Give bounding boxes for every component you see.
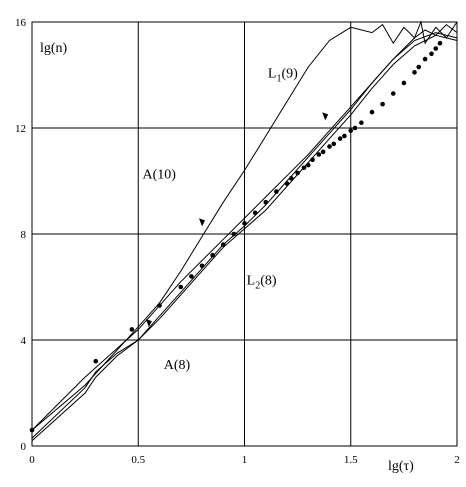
data-point [93, 358, 99, 364]
data-point [342, 133, 347, 139]
plot-frame [31, 21, 458, 447]
arrow-marker [145, 319, 152, 328]
y-axis-label: lg(n) [40, 41, 68, 56]
data-point [390, 91, 396, 96]
data-point [422, 56, 428, 62]
y-tick-label: 0 [21, 441, 27, 453]
data-point [189, 274, 194, 279]
data-point [348, 128, 354, 133]
data-point [252, 210, 258, 216]
data-point [301, 165, 307, 171]
x-tick-label: 0 [29, 454, 35, 466]
data-point [129, 327, 135, 332]
data-point [199, 263, 205, 269]
data-point [310, 157, 315, 163]
y-tick-label: 8 [21, 229, 27, 241]
curve-label: L2(8) [247, 273, 277, 291]
y-tick-label: 12 [15, 123, 26, 135]
series-line-L2-8 [31, 34, 458, 442]
data-point [274, 189, 279, 194]
curve-label: L1(9) [268, 67, 298, 85]
data-point [433, 46, 439, 51]
arrow-marker [199, 218, 205, 227]
data-point [178, 284, 184, 290]
curve-label: A(8) [164, 358, 191, 373]
data-point [401, 80, 407, 86]
x-tick-label: 2 [454, 454, 460, 466]
series-lines [31, 20, 458, 442]
data-points [29, 40, 443, 433]
x-tick-label: 1 [242, 454, 248, 466]
arrow-marker [322, 112, 329, 121]
x-tick-label: 0.5 [131, 454, 145, 466]
data-point [429, 51, 434, 57]
data-point [359, 120, 364, 125]
data-point [316, 152, 322, 157]
x-axis-label: lg(τ) [388, 459, 414, 474]
y-tick-label: 16 [15, 17, 27, 29]
series-line-A10 [31, 20, 458, 431]
data-point [337, 136, 343, 141]
x-tick-label: 1.5 [344, 454, 358, 466]
data-point [380, 101, 385, 107]
data-point [220, 242, 226, 247]
data-point [284, 181, 290, 186]
data-point [295, 170, 300, 176]
data-point [437, 40, 443, 46]
grid-lines [32, 22, 457, 446]
data-point [369, 109, 375, 115]
data-point [331, 141, 337, 147]
curve-label: A(10) [143, 167, 177, 182]
data-point [305, 162, 311, 168]
tick-labels: 0 0.5 1 1.5 2 0 4 8 12 16 [15, 17, 460, 466]
data-point [320, 149, 326, 155]
series-line-L1-9 [31, 23, 458, 431]
y-tick-label: 4 [21, 335, 27, 347]
data-point [288, 176, 294, 181]
data-point [352, 125, 358, 131]
annotations: A(10) L1(9) L2(8) A(8) [143, 67, 299, 373]
data-point [210, 252, 215, 258]
arrow-markers [145, 112, 329, 328]
data-point [416, 64, 422, 70]
data-point [242, 221, 247, 226]
series-line-A8 [31, 32, 458, 439]
data-point [231, 231, 237, 237]
data-point [327, 144, 332, 149]
data-point [157, 303, 162, 308]
data-point [263, 199, 269, 205]
data-point [412, 70, 417, 75]
